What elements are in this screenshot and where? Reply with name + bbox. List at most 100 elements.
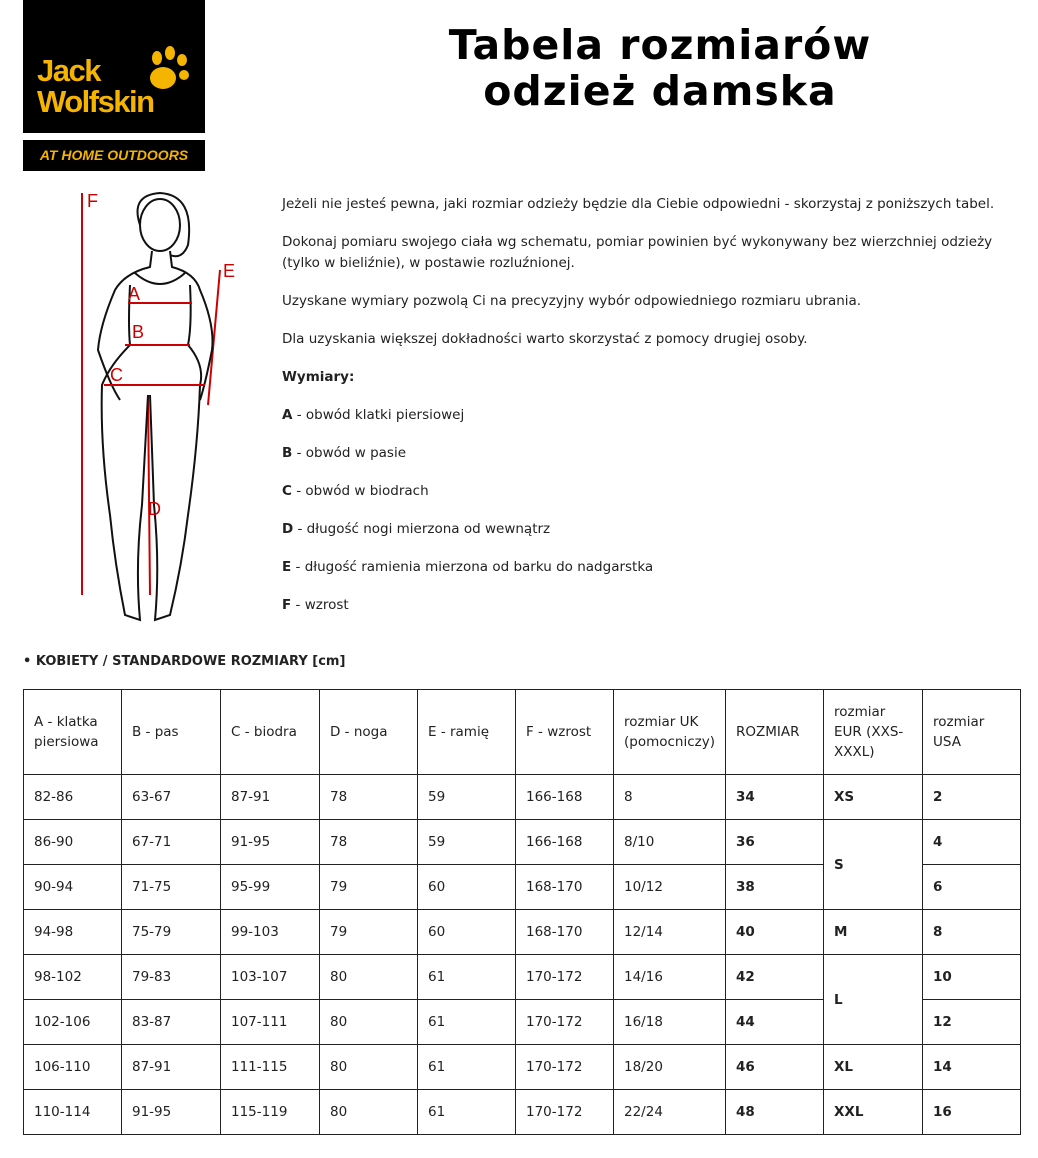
table-cell: 78 <box>319 819 418 865</box>
column-header: rozmiar USA <box>922 689 1021 775</box>
measure-key: F <box>282 597 292 613</box>
table-cell: S <box>823 819 923 910</box>
table-cell: 79 <box>319 909 418 955</box>
table-row: 94-98 75-79 99-103 79 60 168-170 12/14 40 M 8 <box>23 909 1021 955</box>
measure-key: D <box>282 521 294 537</box>
column-header: rozmiar UK (pomocniczy) <box>613 689 726 775</box>
logo-tagline: AT HOME OUTDOORS <box>23 140 205 171</box>
table-cell: 111-115 <box>220 1044 320 1090</box>
measures-title: Wymiary: <box>282 369 355 385</box>
table-cell: 170-172 <box>515 1044 614 1090</box>
intro-paragraph: Jeżeli nie jesteś pewna, jaki rozmiar od… <box>282 196 995 212</box>
table-cell: 18/20 <box>613 1044 726 1090</box>
table-cell: 170-172 <box>515 954 614 1000</box>
measure-item: D - długość nogi mierzona od wewnątrz <box>282 519 1002 540</box>
table-cell: 59 <box>417 774 516 820</box>
table-cell: 82-86 <box>23 774 122 820</box>
table-cell: 90-94 <box>23 864 122 910</box>
column-header: B - pas <box>121 689 221 775</box>
table-cell: 91-95 <box>121 1089 221 1135</box>
table-cell: 6 <box>922 864 1021 910</box>
table-cell: 60 <box>417 864 516 910</box>
table-cell: XS <box>823 774 923 820</box>
table-cell: 94-98 <box>23 909 122 955</box>
table-cell: 78 <box>319 774 418 820</box>
intro-paragraph: Dla uzyskania większej dokładności warto… <box>282 331 808 347</box>
measure-desc: - długość ramienia mierzona od barku do … <box>291 559 654 575</box>
table-cell: 87-91 <box>220 774 320 820</box>
title-line-2: odzież damska <box>483 67 837 115</box>
table-cell: 79 <box>319 864 418 910</box>
measure-key: C <box>282 483 292 499</box>
table-cell: 12 <box>922 999 1021 1045</box>
intro-paragraph: Dokonaj pomiaru swojego ciała wg schemat… <box>282 234 993 271</box>
measure-key: B <box>282 445 293 461</box>
table-cell: 10 <box>922 954 1021 1000</box>
table-cell: 38 <box>725 864 824 910</box>
table-cell: 168-170 <box>515 909 614 955</box>
table-cell: 83-87 <box>121 999 221 1045</box>
measure-item: C - obwód w biodrach <box>282 481 1002 502</box>
column-header: D - noga <box>319 689 418 775</box>
table-cell: 40 <box>725 909 824 955</box>
column-header: F - wzrost <box>515 689 614 775</box>
table-cell: 59 <box>417 819 516 865</box>
table-cell: 107-111 <box>220 999 320 1045</box>
table-cell: XL <box>823 1044 923 1090</box>
table-cell: XXL <box>823 1089 923 1135</box>
table-cell: 16/18 <box>613 999 726 1045</box>
table-cell: 170-172 <box>515 999 614 1045</box>
column-header: ROZMIAR <box>725 689 824 775</box>
table-cell: 2 <box>922 774 1021 820</box>
label-a: A <box>128 284 140 304</box>
table-cell: 102-106 <box>23 999 122 1045</box>
measure-desc: - wzrost <box>291 597 349 613</box>
table-cell: 166-168 <box>515 774 614 820</box>
table-cell: 42 <box>725 954 824 1000</box>
table-cell: 86-90 <box>23 819 122 865</box>
logo-text-2: Wolfskin <box>37 84 155 119</box>
table-cell: 63-67 <box>121 774 221 820</box>
table-cell: 71-75 <box>121 864 221 910</box>
column-header: E - ramię <box>417 689 516 775</box>
table-cell: 61 <box>417 999 516 1045</box>
table-cell: 87-91 <box>121 1044 221 1090</box>
label-c: C <box>110 365 123 385</box>
measure-item: E - długość ramienia mierzona od barku d… <box>282 557 1002 578</box>
table-row: 110-114 91-95 115-119 80 61 170-172 22/24 48 XXL… <box>23 1089 1021 1135</box>
column-header: rozmiar EUR (XXS-XXXL) <box>823 689 923 775</box>
measure-desc: - długość nogi mierzona od wewnątrz <box>293 521 551 537</box>
table-cell: 61 <box>417 1044 516 1090</box>
table-cell: 110-114 <box>23 1089 122 1135</box>
table-cell: 8 <box>922 909 1021 955</box>
measure-item: B - obwód w pasie <box>282 443 1002 464</box>
table-cell: 36 <box>725 819 824 865</box>
table-cell: 4 <box>922 819 1021 865</box>
section-heading: • KOBIETY / STANDARDOWE ROZMIARY [cm] <box>23 654 346 669</box>
table-cell: 79-83 <box>121 954 221 1000</box>
table-cell: M <box>823 909 923 955</box>
page-title: Tabela rozmiarów odzież damska <box>310 22 1010 114</box>
table-row: 102-106 83-87 107-111 80 61 170-172 16/18 44 12 <box>23 999 1021 1045</box>
table-cell: 80 <box>319 954 418 1000</box>
measure-item: F - wzrost <box>282 595 1002 616</box>
table-cell: 99-103 <box>220 909 320 955</box>
table-cell: 106-110 <box>23 1044 122 1090</box>
title-line-1: Tabela rozmiarów <box>448 21 872 69</box>
table-cell: 170-172 <box>515 1089 614 1135</box>
intro-text: Jeżeli nie jesteś pewna, jaki rozmiar od… <box>282 194 1002 633</box>
table-cell: 44 <box>725 999 824 1045</box>
jack-wolfskin-logo: Jack Wolfskin <box>23 0 205 133</box>
table-cell: 80 <box>319 1089 418 1135</box>
table-cell: 115-119 <box>220 1089 320 1135</box>
measure-desc: - obwód klatki piersiowej <box>292 407 465 423</box>
column-header: C - biodra <box>220 689 320 775</box>
table-cell: 67-71 <box>121 819 221 865</box>
table-cell: 10/12 <box>613 864 726 910</box>
label-e: E <box>223 261 235 281</box>
table-header-row: A - klatka piersiowa B - pas C - biodra D -… <box>23 689 1021 775</box>
measure-item: A - obwód klatki piersiowej <box>282 405 1002 426</box>
intro-paragraph: Uzyskane wymiary pozwolą Ci na precyzyjn… <box>282 293 862 309</box>
table-cell: 80 <box>319 1044 418 1090</box>
